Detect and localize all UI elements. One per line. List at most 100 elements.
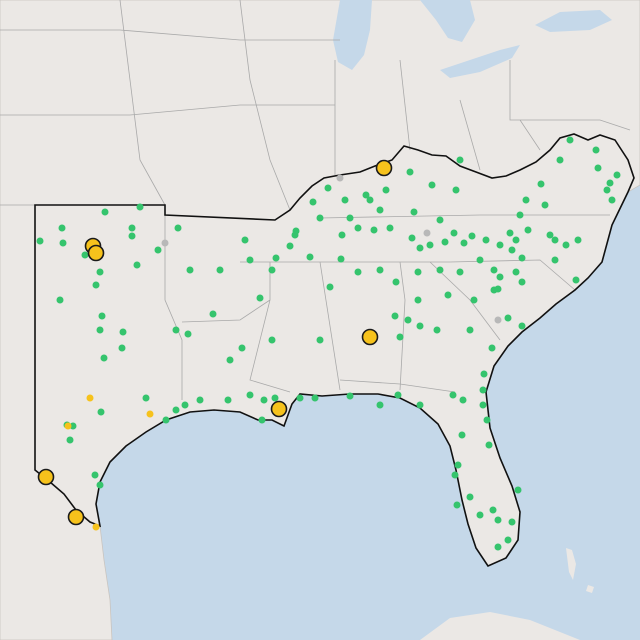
marker-green[interactable] <box>209 310 217 318</box>
marker-green[interactable] <box>184 330 192 338</box>
marker-green[interactable] <box>66 436 74 444</box>
marker-green[interactable] <box>494 516 502 524</box>
marker-green[interactable] <box>196 396 204 404</box>
marker-green[interactable] <box>496 241 504 249</box>
marker-green[interactable] <box>394 391 402 399</box>
marker-green[interactable] <box>56 296 64 304</box>
marker-green[interactable] <box>556 156 564 164</box>
marker-green[interactable] <box>386 224 394 232</box>
marker-green[interactable] <box>341 196 349 204</box>
marker-yellow-small[interactable] <box>86 394 94 402</box>
marker-green[interactable] <box>524 226 532 234</box>
marker-green[interactable] <box>466 493 474 501</box>
marker-green[interactable] <box>268 336 276 344</box>
marker-green[interactable] <box>98 312 106 320</box>
marker-green[interactable] <box>449 391 457 399</box>
marker-green[interactable] <box>508 246 516 254</box>
marker-green[interactable] <box>613 171 621 179</box>
marker-green[interactable] <box>482 236 490 244</box>
marker-green[interactable] <box>562 241 570 249</box>
marker-green[interactable] <box>96 481 104 489</box>
marker-green[interactable] <box>256 294 264 302</box>
marker-green[interactable] <box>238 344 246 352</box>
marker-green[interactable] <box>514 486 522 494</box>
marker-green[interactable] <box>456 268 464 276</box>
marker-yellow[interactable] <box>37 468 55 486</box>
marker-green[interactable] <box>226 356 234 364</box>
marker-green[interactable] <box>392 278 400 286</box>
marker-green[interactable] <box>416 322 424 330</box>
marker-green[interactable] <box>433 326 441 334</box>
marker-green[interactable] <box>271 394 279 402</box>
marker-green[interactable] <box>216 266 224 274</box>
marker-green[interactable] <box>286 242 294 250</box>
marker-green[interactable] <box>508 518 516 526</box>
marker-green[interactable] <box>100 354 108 362</box>
marker-green[interactable] <box>154 246 162 254</box>
marker-green[interactable] <box>494 285 502 293</box>
marker-green[interactable] <box>101 208 109 216</box>
marker-green[interactable] <box>92 281 100 289</box>
marker-green[interactable] <box>416 401 424 409</box>
marker-green[interactable] <box>296 394 304 402</box>
marker-green[interactable] <box>354 268 362 276</box>
marker-green[interactable] <box>452 186 460 194</box>
marker-green[interactable] <box>316 214 324 222</box>
marker-green[interactable] <box>186 266 194 274</box>
marker-green[interactable] <box>119 328 127 336</box>
marker-green[interactable] <box>58 224 66 232</box>
marker-green[interactable] <box>337 255 345 263</box>
marker-gray[interactable] <box>336 174 344 182</box>
marker-green[interactable] <box>444 291 452 299</box>
marker-green[interactable] <box>426 241 434 249</box>
marker-green[interactable] <box>91 471 99 479</box>
marker-green[interactable] <box>468 232 476 240</box>
marker-green[interactable] <box>541 201 549 209</box>
marker-green[interactable] <box>81 251 89 259</box>
marker-green[interactable] <box>118 344 126 352</box>
marker-green[interactable] <box>316 336 324 344</box>
marker-green[interactable] <box>551 236 559 244</box>
marker-green[interactable] <box>128 224 136 232</box>
marker-green[interactable] <box>376 266 384 274</box>
marker-green[interactable] <box>306 253 314 261</box>
marker-green[interactable] <box>410 208 418 216</box>
marker-yellow[interactable] <box>361 328 379 346</box>
marker-green[interactable] <box>603 186 611 194</box>
marker-green[interactable] <box>416 244 424 252</box>
marker-green[interactable] <box>458 431 466 439</box>
marker-green[interactable] <box>606 179 614 187</box>
marker-green[interactable] <box>174 224 182 232</box>
marker-green[interactable] <box>142 394 150 402</box>
marker-yellow[interactable] <box>270 400 288 418</box>
marker-green[interactable] <box>496 273 504 281</box>
marker-green[interactable] <box>128 232 136 240</box>
marker-green[interactable] <box>572 276 580 284</box>
marker-green[interactable] <box>566 136 574 144</box>
marker-green[interactable] <box>453 501 461 509</box>
marker-green[interactable] <box>326 283 334 291</box>
marker-green[interactable] <box>504 314 512 322</box>
marker-green[interactable] <box>406 168 414 176</box>
marker-green[interactable] <box>518 322 526 330</box>
marker-green[interactable] <box>376 206 384 214</box>
marker-green[interactable] <box>224 396 232 404</box>
marker-green[interactable] <box>181 401 189 409</box>
marker-green[interactable] <box>506 229 514 237</box>
marker-green[interactable] <box>483 416 491 424</box>
marker-green[interactable] <box>414 296 422 304</box>
marker-green[interactable] <box>518 254 526 262</box>
marker-green[interactable] <box>479 401 487 409</box>
marker-green[interactable] <box>470 296 478 304</box>
marker-green[interactable] <box>362 191 370 199</box>
marker-green[interactable] <box>546 231 554 239</box>
marker-green[interactable] <box>488 344 496 352</box>
marker-green[interactable] <box>69 422 77 430</box>
marker-green[interactable] <box>480 370 488 378</box>
marker-green[interactable] <box>574 236 582 244</box>
marker-green[interactable] <box>594 164 602 172</box>
marker-green[interactable] <box>494 543 502 551</box>
marker-green[interactable] <box>522 196 530 204</box>
marker-green[interactable] <box>391 312 399 320</box>
marker-green[interactable] <box>346 214 354 222</box>
